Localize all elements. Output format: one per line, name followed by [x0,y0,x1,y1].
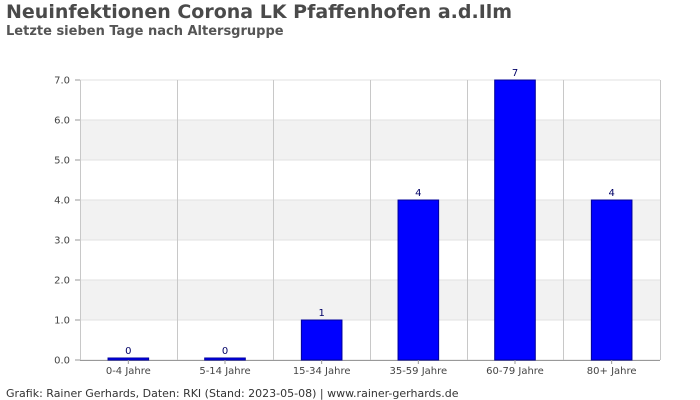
bar-value-label: 1 [318,308,324,319]
x-tick-label: 15-34 Jahre [293,366,351,377]
bar [397,199,440,361]
bar [300,319,343,361]
y-tick-label: 6.0 [54,116,70,127]
x-tick-label: 35-59 Jahre [389,366,447,377]
x-tick-label: 80+ Jahre [587,366,637,377]
y-tick-label: 4.0 [54,196,70,207]
source-credit: Grafik: Rainer Gerhards, Daten: RKI (Sta… [6,387,459,400]
bar [204,357,246,361]
bar [107,357,150,361]
bar-value-label: 0 [222,346,228,357]
bar-value-label: 7 [512,68,518,79]
x-tick-label: 0-4 Jahre [106,366,151,377]
bar-value-label: 4 [415,188,421,199]
bar-value-label: 0 [125,346,131,357]
y-tick-label: 7.0 [54,76,70,87]
chart-title: Neuinfektionen Corona LK Pfaffenhofen a.… [6,1,513,23]
y-tick-label: 1.0 [54,316,70,327]
y-tick-label: 2.0 [54,276,70,287]
bar [590,199,633,361]
y-tick-label: 0.0 [54,356,70,367]
y-tick-label: 5.0 [54,156,70,167]
y-tick-label: 3.0 [54,236,70,247]
chart-subtitle: Letzte sieben Tage nach Altersgruppe [6,24,284,39]
x-tick-label: 60-79 Jahre [486,366,544,377]
bar-value-label: 4 [608,188,614,199]
x-tick-label: 5-14 Jahre [199,366,250,377]
bar [494,79,536,361]
